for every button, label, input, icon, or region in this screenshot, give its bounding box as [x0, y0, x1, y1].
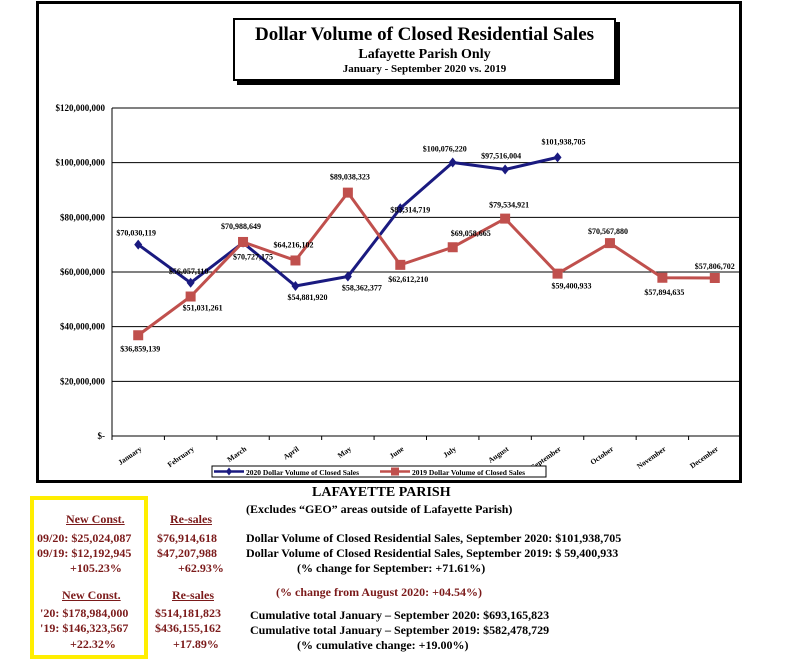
- sep-2020-volume: Dollar Volume of Closed Residential Sale…: [246, 531, 622, 545]
- series-2019-point: [709, 272, 720, 283]
- chart-title: Dollar Volume of Closed Residential Sale…: [254, 24, 595, 45]
- series-2019-label: $69,058,665: [451, 229, 491, 238]
- x-tick-label: October: [588, 444, 615, 467]
- series-2019-point: [657, 272, 668, 283]
- series-2020-point: [186, 277, 195, 288]
- series-2020-point: [501, 164, 510, 175]
- chart-subtitle: Lafayette Parish Only: [358, 47, 491, 62]
- series-2019-label: $64,216,102: [273, 240, 313, 249]
- rs-ytd-2020: $514,181,823: [155, 606, 221, 620]
- series-2020-label: $58,362,377: [342, 283, 382, 292]
- rs-ytd-change: +17.89%: [173, 637, 219, 651]
- series-2019-point: [447, 242, 458, 253]
- series-2019-point: [552, 268, 563, 279]
- series-2020-label: $70,727,175: [233, 253, 273, 262]
- legend-2019-label: 2019 Dollar Volume of Closed Sales: [412, 468, 525, 477]
- series-2019-label: $89,038,323: [330, 173, 370, 182]
- nc-ytd-2020: '20: $178,984,000: [40, 606, 129, 620]
- y-tick-label: $40,000,000: [60, 322, 106, 332]
- x-tick-label: February: [166, 444, 196, 469]
- series-2020-label: $100,076,220: [423, 144, 467, 153]
- resales-header-ytd: Re-sales: [172, 588, 214, 602]
- series-2019-point: [604, 238, 615, 249]
- legend-box: [211, 465, 547, 478]
- rs-sep-change: +62.93%: [178, 561, 224, 575]
- x-tick-label: July: [441, 444, 458, 459]
- series-2019-label: $70,988,649: [221, 222, 261, 231]
- rs-sep-2019: $47,207,988: [157, 546, 217, 560]
- parish-subheading: (Excludes “GEO” areas outside of Lafayet…: [246, 502, 513, 516]
- series-2020-point: [343, 271, 352, 282]
- series-2019-point: [185, 291, 196, 302]
- x-tick-label: December: [688, 444, 720, 470]
- chart-period: January - September 2020 vs. 2019: [342, 63, 507, 75]
- series-2019-point: [500, 213, 511, 224]
- new-const-header: New Const.: [66, 512, 125, 526]
- new-const-header-ytd: New Const.: [62, 588, 121, 602]
- y-tick-label: $80,000,000: [60, 212, 106, 222]
- x-tick-label: May: [336, 444, 353, 460]
- nc-sep-2020: 09/20: $25,024,087: [37, 531, 132, 545]
- x-tick-label: November: [635, 444, 668, 471]
- legend-2020-marker: [226, 467, 232, 476]
- legend-2019-marker: [391, 467, 399, 476]
- resales-header: Re-sales: [170, 512, 212, 526]
- series-2019-label: $59,400,933: [552, 282, 592, 291]
- y-tick-label: $100,000,000: [56, 158, 106, 168]
- x-tick-label: June: [388, 444, 406, 461]
- nc-sep-change: +105.23%: [70, 561, 122, 575]
- series-2019-label: $36,859,139: [120, 344, 160, 353]
- x-tick-label: March: [225, 444, 248, 464]
- series-2020-label: $54,881,920: [287, 293, 327, 302]
- series-2020-point: [291, 280, 300, 291]
- series-2020-label: $83,314,719: [390, 205, 430, 214]
- series-2019-line: [137, 190, 715, 337]
- series-2019-point: [395, 259, 406, 270]
- series-2019-label: $57,894,635: [644, 288, 684, 297]
- aug-change: (% change from August 2020: +04.54%): [276, 585, 482, 599]
- series-2020-label: $70,030,119: [116, 229, 156, 238]
- rs-sep-2020: $76,914,618: [157, 531, 217, 545]
- y-tick-label: $120,000,000: [56, 103, 106, 113]
- series-2019-label: $62,612,210: [388, 275, 428, 284]
- series-2019-point: [133, 330, 144, 341]
- legend-2020-label: 2020 Dollar Volume of Closed Sales: [246, 468, 359, 477]
- rs-ytd-2019: $436,155,162: [155, 621, 221, 635]
- chart-title-box: Dollar Volume of Closed Residential Sale…: [233, 18, 616, 81]
- series-2019-label: $57,806,702: [695, 262, 735, 271]
- series-2019-point: [290, 255, 301, 266]
- series-2020-label: $101,938,705: [542, 137, 586, 146]
- series-2019-label: $79,534,921: [489, 201, 529, 210]
- series-2020-point: [396, 203, 405, 214]
- series-2020-label: $56,057,110: [169, 267, 209, 276]
- series-2019-label: $70,567,880: [588, 227, 628, 236]
- new-construction-highlight: [30, 496, 148, 659]
- cum-change: (% cumulative change: +19.00%): [297, 638, 469, 652]
- cum-2020: Cumulative total January – September 202…: [250, 608, 550, 622]
- nc-sep-2019: 09/19: $12,192,945: [37, 546, 132, 560]
- nc-ytd-2019: '19: $146,323,567: [40, 621, 129, 635]
- cum-2019: Cumulative total January – September 201…: [250, 623, 550, 637]
- series-2020-label: $97,516,004: [481, 151, 521, 160]
- y-tick-label: $60,000,000: [60, 267, 106, 277]
- sep-change: (% change for September: +71.61%): [297, 561, 486, 575]
- series-2020-point: [553, 152, 562, 163]
- parish-heading: LAFAYETTE PARISH: [312, 485, 451, 500]
- line-chart: $120,000,000 $100,000,000 $80,000,000 $60,0…: [56, 103, 742, 478]
- series-2019-point: [342, 187, 353, 198]
- series-2019-label: $51,031,261: [183, 304, 223, 313]
- sep-2019-volume: Dollar Volume of Closed Residential Sale…: [246, 546, 619, 560]
- y-tick-label: $20,000,000: [60, 376, 106, 386]
- series-2020-point: [448, 157, 457, 168]
- x-tick-label: January: [116, 444, 143, 467]
- nc-ytd-change: +22.32%: [70, 637, 116, 651]
- chart-frame: [36, 1, 742, 483]
- y-tick-label: $-: [98, 431, 106, 441]
- x-tick-label: August: [486, 444, 510, 465]
- series-2020-point: [134, 239, 143, 250]
- series-2019-point: [238, 236, 249, 247]
- x-tick-label: April: [281, 444, 300, 461]
